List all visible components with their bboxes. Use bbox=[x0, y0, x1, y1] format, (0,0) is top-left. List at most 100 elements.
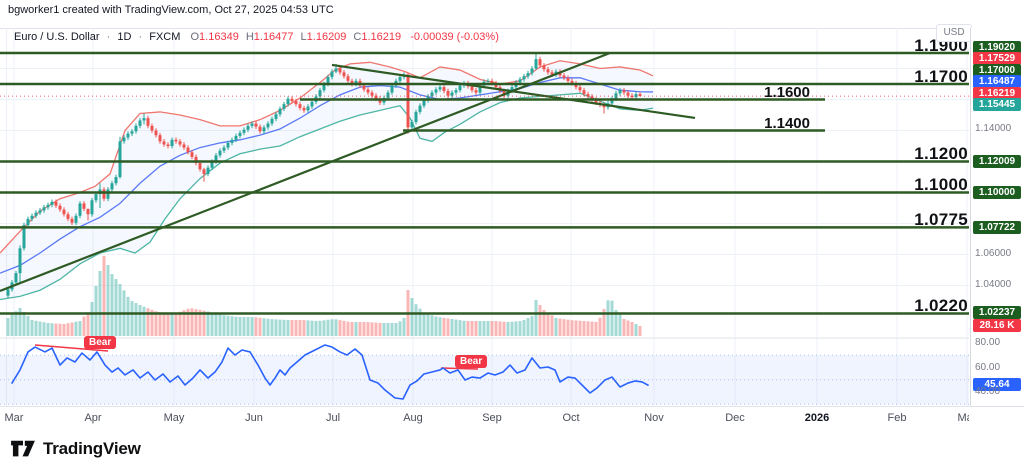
candle-body bbox=[26, 218, 30, 226]
tradingview-logo[interactable]: TradingView bbox=[10, 438, 141, 460]
candle-body bbox=[470, 86, 474, 91]
interval-label[interactable]: 1D bbox=[117, 31, 132, 43]
time-axis-label: Nov bbox=[644, 412, 664, 424]
symbol-legend[interactable]: Euro / U.S. Dollar · 1D · FXCM O1.16349 H… bbox=[14, 31, 499, 43]
candle-body bbox=[338, 68, 342, 73]
price-axis[interactable]: 1.19020 1.17529 1.17000 1.16487 1.16219 1.154… bbox=[970, 28, 1024, 406]
candle-body bbox=[110, 183, 114, 190]
volume-bar bbox=[542, 310, 546, 336]
volume-bar bbox=[494, 321, 498, 336]
candle-body bbox=[130, 131, 134, 134]
candle-body bbox=[406, 74, 410, 128]
candle-body bbox=[250, 123, 254, 126]
candle-body bbox=[146, 118, 150, 126]
time-axis-label: 2026 bbox=[804, 412, 830, 424]
candle-body bbox=[78, 203, 82, 216]
volume-bar bbox=[530, 316, 534, 336]
time-axis-border bbox=[0, 406, 1024, 407]
volume-bar bbox=[398, 321, 402, 336]
volume-bar bbox=[322, 320, 326, 336]
volume-bar bbox=[630, 322, 634, 336]
volume-bar bbox=[434, 316, 438, 336]
time-axis-label: May bbox=[163, 412, 185, 424]
chart-top-border bbox=[0, 28, 1024, 29]
candle-body bbox=[530, 68, 534, 74]
candle-body bbox=[510, 87, 514, 91]
symbol-name[interactable]: Euro / U.S. Dollar bbox=[14, 31, 100, 43]
bollinger-fill bbox=[0, 60, 653, 300]
candle-body bbox=[442, 87, 446, 91]
candle-body bbox=[298, 104, 302, 109]
candle-body bbox=[490, 80, 494, 84]
volume-bar bbox=[274, 319, 278, 336]
volume-bar bbox=[198, 309, 202, 336]
candle-body bbox=[622, 90, 626, 93]
volume-bar bbox=[326, 319, 330, 336]
currency-label[interactable]: USD bbox=[936, 24, 972, 42]
volume-bar bbox=[410, 298, 414, 336]
candle-body bbox=[142, 118, 146, 121]
candle-body bbox=[218, 150, 222, 156]
tradingview-logo-text: TradingView bbox=[43, 439, 141, 458]
volume-bar bbox=[390, 323, 394, 336]
volume-bar bbox=[534, 300, 538, 336]
time-axis[interactable]: Mar Apr May Jun Jul Aug Sep Oct Nov Dec 2026 Feb Mar bbox=[0, 406, 969, 430]
volume-bar bbox=[330, 319, 334, 336]
candle-body bbox=[438, 87, 442, 90]
volume-bar bbox=[18, 308, 22, 336]
candle-body bbox=[6, 289, 10, 296]
candle-body bbox=[562, 75, 566, 78]
candle-body bbox=[390, 85, 394, 93]
candle-body bbox=[194, 156, 198, 164]
volume-bar bbox=[146, 308, 150, 336]
ohlc-value: 1.16349 bbox=[199, 31, 239, 43]
candle-body bbox=[102, 189, 106, 199]
exchange-label[interactable]: FXCM bbox=[149, 31, 181, 43]
time-axis-label: Mar bbox=[957, 412, 969, 424]
bear-trendline[interactable] bbox=[34, 344, 109, 352]
volume-bar bbox=[14, 311, 18, 336]
candle-body bbox=[594, 99, 598, 103]
descending-resistance-trendline[interactable] bbox=[331, 63, 696, 120]
candle-body bbox=[90, 200, 94, 215]
price-axis-badge: 1.16219 bbox=[973, 86, 1021, 100]
price-axis-badge: 1.19020 bbox=[973, 40, 1021, 54]
volume-bar bbox=[70, 322, 74, 336]
candle-body bbox=[282, 104, 286, 109]
volume-bar bbox=[590, 321, 594, 336]
candle-body bbox=[410, 121, 414, 128]
volume-bar bbox=[130, 301, 134, 336]
volume-bar bbox=[30, 320, 34, 336]
volume-bar bbox=[522, 320, 526, 336]
price-chart[interactable] bbox=[0, 28, 970, 406]
price-axis-tick: 1.14000 bbox=[975, 123, 1012, 134]
candle-body bbox=[246, 125, 250, 130]
price-axis-badge: 1.12009 bbox=[973, 154, 1021, 168]
candle-body bbox=[106, 189, 110, 199]
volume-bar bbox=[426, 314, 430, 336]
candle-body bbox=[210, 161, 214, 168]
volume-bar bbox=[10, 314, 14, 336]
volume-bar bbox=[310, 320, 314, 336]
volume-bar bbox=[86, 312, 90, 336]
candle-body bbox=[370, 92, 374, 96]
volume-bar bbox=[314, 320, 318, 336]
volume-bar bbox=[266, 318, 270, 336]
candle-body bbox=[258, 126, 262, 132]
volume-bar bbox=[118, 284, 122, 336]
volume-bar bbox=[414, 304, 418, 336]
candle-body bbox=[202, 169, 206, 174]
ohlc-key: H bbox=[245, 31, 254, 43]
volume-bar bbox=[462, 320, 466, 336]
volume-bar bbox=[618, 314, 622, 336]
volume-bar bbox=[250, 317, 254, 336]
ascending-support-trendline[interactable] bbox=[0, 51, 611, 293]
candle-body bbox=[322, 84, 326, 91]
volume-bar bbox=[422, 313, 426, 336]
price-axis-tick: 1.06000 bbox=[975, 248, 1012, 259]
candle-body bbox=[66, 214, 70, 219]
volume-bar bbox=[558, 318, 562, 336]
bear-trendline[interactable] bbox=[440, 367, 479, 370]
candle-body bbox=[446, 90, 450, 96]
volume-bar bbox=[6, 318, 10, 336]
